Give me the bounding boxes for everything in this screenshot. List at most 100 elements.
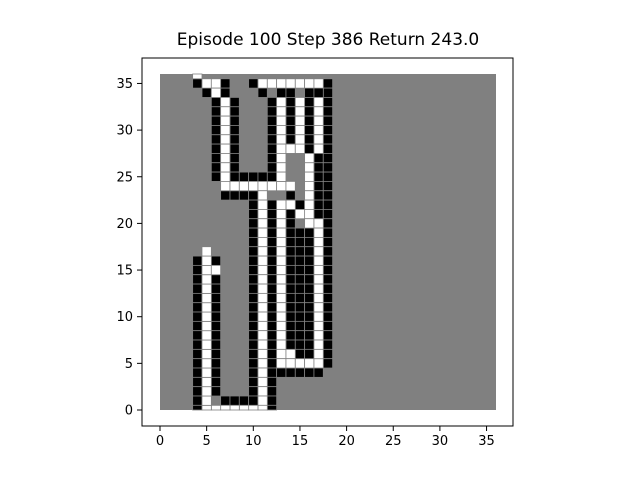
wall-cell bbox=[294, 348, 306, 360]
wall-cell bbox=[322, 199, 333, 210]
wall-cell bbox=[266, 255, 278, 266]
path-cell bbox=[276, 339, 287, 350]
x-tick-label: 35 bbox=[478, 434, 495, 449]
path-cell bbox=[220, 162, 231, 173]
wall-cell bbox=[229, 171, 240, 182]
wall-cell bbox=[229, 162, 240, 173]
episode-title: Episode 100 Step 386 Return 243.0 bbox=[176, 30, 480, 50]
wall-cell bbox=[248, 255, 259, 266]
path-cell bbox=[285, 143, 296, 154]
path-cell bbox=[220, 115, 231, 126]
path-cell bbox=[313, 320, 324, 332]
path-cell bbox=[257, 311, 268, 322]
wall-cell bbox=[304, 339, 315, 350]
wall-cell bbox=[238, 395, 250, 406]
path-cell bbox=[201, 311, 212, 322]
wall-cell bbox=[285, 125, 296, 136]
wall-cell bbox=[266, 97, 278, 108]
wall-cell bbox=[266, 348, 278, 360]
wall-cell bbox=[294, 246, 306, 257]
wall-cell bbox=[229, 97, 240, 108]
path-cell bbox=[276, 162, 287, 173]
y-tick-label: 10 bbox=[116, 310, 133, 325]
wall-cell bbox=[210, 153, 222, 164]
wall-cell bbox=[266, 171, 278, 182]
y-tick-label: 0 bbox=[125, 404, 133, 419]
wall-cell bbox=[210, 255, 222, 266]
wall-cell bbox=[192, 255, 203, 266]
wall-cell bbox=[210, 367, 222, 378]
wall-cell bbox=[210, 134, 222, 145]
wall-cell bbox=[304, 348, 315, 360]
y-tick-label: 15 bbox=[116, 264, 133, 279]
path-cell bbox=[304, 171, 315, 182]
wall-cell bbox=[210, 162, 222, 173]
path-cell bbox=[248, 181, 259, 192]
path-cell bbox=[294, 115, 306, 126]
path-cell bbox=[285, 78, 296, 89]
wall-cell bbox=[229, 115, 240, 126]
path-cell bbox=[201, 348, 212, 360]
wall-cell bbox=[294, 264, 306, 276]
path-cell bbox=[313, 236, 324, 248]
path-cell bbox=[304, 358, 315, 369]
wall-cell bbox=[192, 395, 203, 406]
wall-cell bbox=[210, 348, 222, 360]
path-cell bbox=[210, 78, 222, 89]
wall-cell bbox=[322, 87, 333, 98]
wall-cell bbox=[304, 330, 315, 341]
path-cell bbox=[257, 320, 268, 332]
wall-cell bbox=[192, 376, 203, 388]
wall-cell bbox=[322, 125, 333, 136]
wall-cell bbox=[210, 311, 222, 322]
wall-cell bbox=[294, 339, 306, 350]
wall-cell bbox=[304, 255, 315, 266]
wall-cell bbox=[192, 348, 203, 360]
wall-cell bbox=[294, 236, 306, 248]
path-cell bbox=[238, 181, 250, 192]
path-cell bbox=[201, 292, 212, 304]
wall-cell bbox=[266, 209, 278, 220]
path-cell bbox=[276, 209, 287, 220]
wall-cell bbox=[285, 246, 296, 257]
path-cell bbox=[257, 274, 268, 285]
wall-cell bbox=[248, 209, 259, 220]
wall-cell bbox=[248, 367, 259, 378]
path-cell bbox=[257, 292, 268, 304]
path-cell bbox=[276, 292, 287, 304]
path-cell bbox=[257, 395, 268, 406]
path-cell bbox=[220, 134, 231, 145]
wall-cell bbox=[304, 311, 315, 322]
path-cell bbox=[304, 218, 315, 229]
path-cell bbox=[257, 283, 268, 294]
wall-cell bbox=[248, 218, 259, 229]
wall-cell bbox=[285, 97, 296, 108]
wall-cell bbox=[313, 171, 324, 182]
wall-cell bbox=[285, 302, 296, 313]
path-cell bbox=[257, 404, 268, 411]
path-cell bbox=[276, 358, 287, 369]
path-cell bbox=[304, 162, 315, 173]
wall-cell bbox=[192, 302, 203, 313]
wall-cell bbox=[285, 292, 296, 304]
wall-cell bbox=[322, 227, 333, 238]
wall-cell bbox=[322, 236, 333, 248]
wall-cell bbox=[210, 376, 222, 388]
wall-cell bbox=[210, 302, 222, 313]
wall-cell bbox=[257, 87, 268, 98]
wall-cell bbox=[266, 330, 278, 341]
path-cell bbox=[313, 255, 324, 266]
path-cell bbox=[313, 274, 324, 285]
path-cell bbox=[201, 246, 212, 257]
path-cell bbox=[276, 330, 287, 341]
wall-cell bbox=[285, 255, 296, 266]
x-tick-label: 20 bbox=[338, 434, 355, 449]
x-tick-label: 5 bbox=[203, 434, 211, 449]
wall-cell bbox=[322, 209, 333, 220]
wall-cell bbox=[294, 227, 306, 238]
y-tick-label: 5 bbox=[125, 357, 133, 372]
path-cell bbox=[229, 404, 240, 411]
wall-cell bbox=[304, 97, 315, 108]
path-cell bbox=[276, 320, 287, 332]
